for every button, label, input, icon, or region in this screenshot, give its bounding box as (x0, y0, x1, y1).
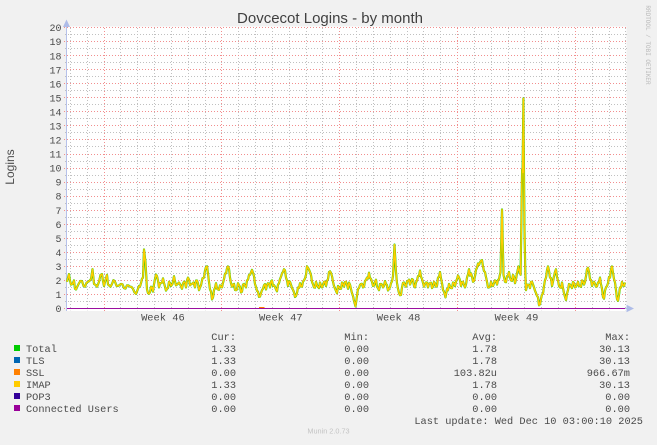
svg-text:0.00: 0.00 (344, 368, 369, 380)
svg-text:5: 5 (55, 235, 61, 246)
svg-text:1.33: 1.33 (211, 356, 236, 368)
svg-text:1.78: 1.78 (472, 380, 497, 392)
svg-text:Week 48: Week 48 (377, 313, 421, 325)
svg-text:15: 15 (49, 94, 61, 105)
svg-text:Logins: Logins (3, 149, 17, 184)
svg-text:30.13: 30.13 (599, 356, 630, 368)
svg-text:0.00: 0.00 (344, 380, 369, 392)
svg-text:13: 13 (49, 123, 61, 134)
svg-text:Dovcecot Logins - by month: Dovcecot Logins - by month (237, 10, 423, 27)
svg-text:TLS: TLS (26, 356, 45, 368)
svg-text:Week 46: Week 46 (141, 313, 185, 325)
svg-text:30.13: 30.13 (599, 344, 630, 356)
svg-text:Cur:: Cur: (211, 332, 236, 344)
svg-text:11: 11 (49, 151, 61, 162)
svg-text:0.00: 0.00 (344, 356, 369, 368)
svg-text:0.00: 0.00 (344, 404, 369, 416)
svg-text:1.78: 1.78 (472, 344, 497, 356)
svg-text:3: 3 (55, 263, 61, 274)
svg-text:0.00: 0.00 (211, 392, 236, 404)
svg-text:Max:: Max: (605, 332, 630, 344)
svg-text:30.13: 30.13 (599, 380, 630, 392)
svg-text:8: 8 (55, 193, 61, 204)
svg-text:Week 49: Week 49 (495, 313, 539, 325)
svg-text:0.00: 0.00 (605, 392, 630, 404)
svg-text:6: 6 (55, 221, 61, 232)
svg-text:POP3: POP3 (26, 392, 51, 404)
svg-text:Total: Total (26, 344, 57, 356)
svg-text:20: 20 (49, 24, 61, 35)
svg-text:IMAP: IMAP (26, 380, 51, 392)
svg-text:1.33: 1.33 (211, 344, 236, 356)
svg-text:2: 2 (55, 277, 61, 288)
svg-text:1.78: 1.78 (472, 356, 497, 368)
svg-text:Munin 2.0.73: Munin 2.0.73 (307, 427, 349, 436)
svg-text:Avg:: Avg: (472, 332, 497, 344)
svg-text:0.00: 0.00 (605, 404, 630, 416)
svg-text:0.00: 0.00 (211, 404, 236, 416)
svg-text:10: 10 (49, 165, 61, 176)
svg-text:SSL: SSL (26, 368, 45, 380)
svg-text:Last update: Wed Dec 10 03:00:: Last update: Wed Dec 10 03:00:10 2025 (414, 416, 643, 428)
svg-text:0.00: 0.00 (344, 344, 369, 356)
svg-text:4: 4 (55, 249, 61, 260)
svg-text:12: 12 (49, 137, 61, 148)
svg-text:Week 47: Week 47 (259, 313, 303, 325)
svg-text:19: 19 (49, 38, 61, 49)
svg-text:18: 18 (49, 52, 61, 63)
svg-text:0.00: 0.00 (344, 392, 369, 404)
svg-text:16: 16 (49, 80, 61, 91)
svg-text:0.00: 0.00 (211, 368, 236, 380)
svg-text:RRDTOOL / TOBI OETIKER: RRDTOOL / TOBI OETIKER (644, 5, 651, 85)
svg-text:14: 14 (49, 109, 61, 120)
svg-text:9: 9 (55, 179, 61, 190)
svg-text:7: 7 (55, 207, 61, 218)
svg-text:0.00: 0.00 (472, 404, 497, 416)
svg-text:1: 1 (55, 291, 61, 302)
svg-text:0: 0 (55, 305, 61, 316)
svg-text:17: 17 (49, 66, 61, 77)
svg-text:103.82u: 103.82u (454, 368, 497, 380)
svg-text:966.67m: 966.67m (587, 368, 630, 380)
svg-text:0.00: 0.00 (472, 392, 497, 404)
svg-text:Min:: Min: (344, 332, 369, 344)
svg-text:Connected Users: Connected Users (26, 404, 119, 416)
svg-text:1.33: 1.33 (211, 380, 236, 392)
